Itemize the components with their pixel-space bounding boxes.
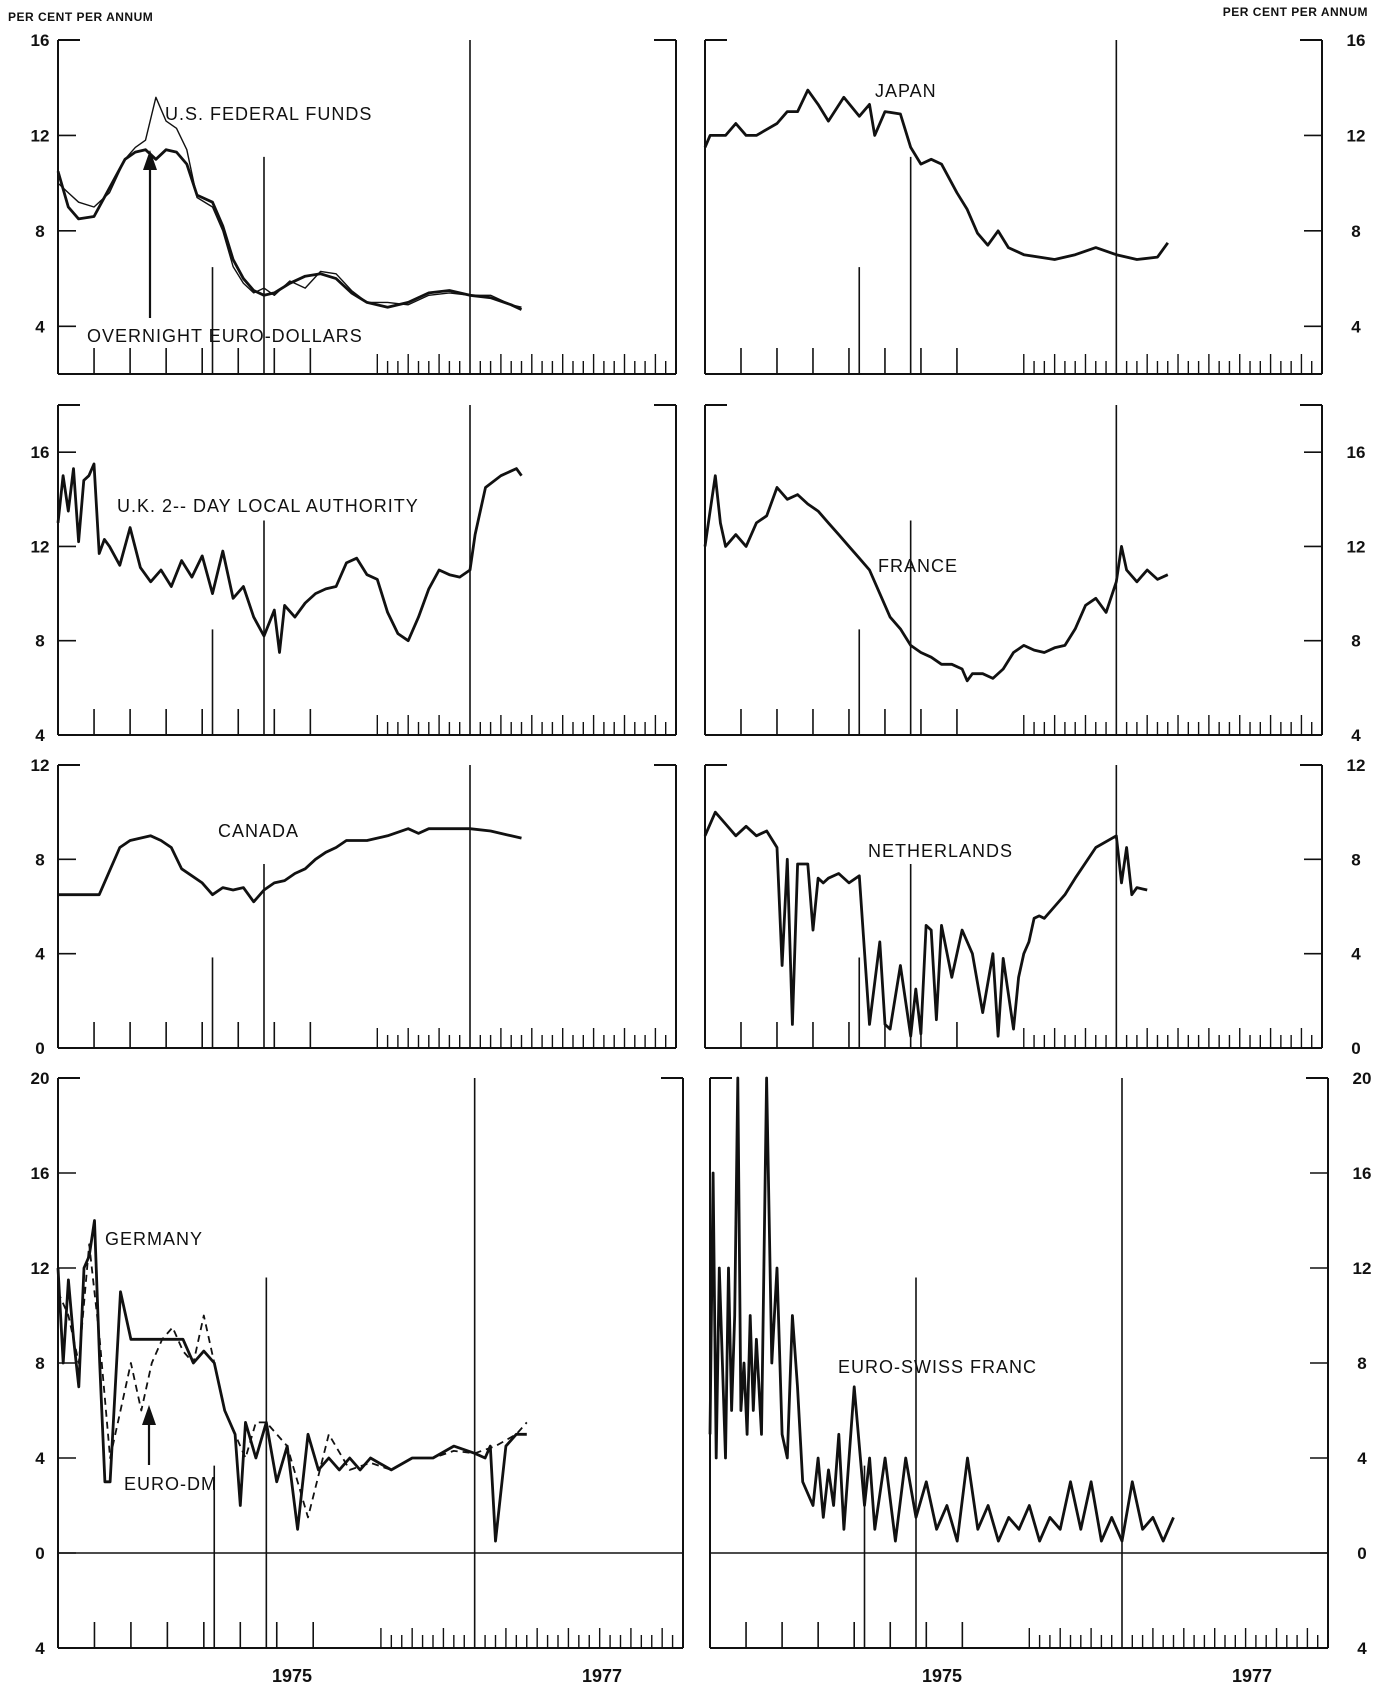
chart-title: NETHERLANDS [868, 841, 1013, 861]
series-line-0 [708, 1076, 1175, 1543]
series-line-0 [58, 827, 522, 904]
chart-panel-4: 0 4 8 12 CANADA [31, 756, 677, 1058]
annotation-arrowhead [143, 150, 157, 170]
y-tick-label: 8 [1351, 632, 1360, 651]
chart-panel-2: 4 8 12 16 U.K. 2-- DAY LOCAL AUTHORITY [31, 404, 677, 745]
y-tick-label: 16 [1347, 443, 1366, 462]
panels: 4 8 12 16 U.S. FEDERAL FUNDS OVERNIGHT EURO-D… [31, 31, 1372, 1658]
chart-title: CANADA [218, 821, 299, 841]
series-line-0 [703, 88, 1169, 261]
y-tick-label: 4 [35, 1449, 45, 1468]
y-tick-label: 4 [1351, 317, 1361, 336]
chart-panel-1: 4 8 12 16 JAPAN [703, 31, 1366, 375]
year-label-1975-right: 1975 [922, 1666, 962, 1686]
y-tick-label: 4 [1357, 1449, 1367, 1468]
y-tick-label: 16 [31, 31, 50, 50]
y-tick-label: 12 [31, 756, 50, 775]
y-tick-label: 0 [35, 1544, 44, 1563]
chart-panel-6: 20 16 12 8 4 0 4 GERMANY EURO-DM [31, 1069, 684, 1658]
chart-panel-3: 4 8 12 16 FRANCE [703, 404, 1366, 745]
series-line-1 [56, 148, 523, 311]
chart-panel-0: 4 8 12 16 U.S. FEDERAL FUNDS OVERNIGHT EURO-D… [31, 31, 677, 375]
chart-title: FRANCE [878, 556, 958, 576]
y-tick-label: 20 [1353, 1069, 1372, 1088]
y-tick-label: 0 [1351, 1039, 1360, 1058]
y-tick-label: 16 [1353, 1164, 1372, 1183]
year-label-1977-right: 1977 [1232, 1666, 1272, 1686]
series-line-0 [56, 462, 523, 654]
y-tick-label: 12 [31, 1259, 50, 1278]
y-tick-label: 8 [1351, 222, 1360, 241]
y-tick-label: 8 [35, 1354, 44, 1373]
chart-title: JAPAN [875, 81, 937, 101]
annotation-label: OVERNIGHT EURO-DOLLARS [87, 326, 363, 346]
y-tick-label: 16 [31, 1164, 50, 1183]
chart-title: GERMANY [105, 1229, 203, 1249]
y-tick-label: 4 [35, 1639, 45, 1658]
right-unit-label: PER CENT PER ANNUM [1223, 5, 1368, 19]
chart-title: U.K. 2-- DAY LOCAL AUTHORITY [117, 496, 419, 516]
chart-panel-7: 20 16 12 8 4 0 4 EURO-SWISS FRANC [708, 1069, 1372, 1658]
y-tick-label: 20 [31, 1069, 50, 1088]
series-line-0 [57, 96, 522, 308]
y-tick-label: 8 [35, 222, 44, 241]
series-line-1 [57, 1243, 528, 1519]
y-tick-label: 12 [1347, 756, 1366, 775]
y-tick-label: 8 [35, 632, 44, 651]
y-tick-label: 8 [35, 850, 44, 869]
series-line-0 [703, 810, 1148, 1038]
year-label-1975-left: 1975 [272, 1666, 312, 1686]
y-tick-label: 8 [1351, 850, 1360, 869]
y-tick-label: 16 [31, 443, 50, 462]
y-tick-label: 12 [31, 126, 50, 145]
y-tick-label: 0 [1357, 1544, 1366, 1563]
y-tick-label: 8 [1357, 1354, 1366, 1373]
y-tick-label: 12 [31, 537, 50, 556]
y-tick-label: 4 [1351, 945, 1361, 964]
annotation-arrowhead [142, 1405, 156, 1425]
y-tick-label: 4 [35, 945, 45, 964]
y-tick-label: 4 [35, 726, 45, 745]
annotation-label: EURO-DM [124, 1474, 217, 1494]
y-tick-label: 12 [1347, 126, 1366, 145]
y-tick-label: 12 [1353, 1259, 1372, 1278]
y-tick-label: 4 [1357, 1639, 1367, 1658]
chart-title: EURO-SWISS FRANC [838, 1357, 1037, 1377]
series-line-0 [703, 474, 1169, 683]
chart-title: U.S. FEDERAL FUNDS [165, 104, 372, 124]
year-label-1977-left: 1977 [582, 1666, 622, 1686]
left-unit-label: PER CENT PER ANNUM [8, 10, 153, 24]
y-tick-label: 0 [35, 1039, 44, 1058]
y-tick-label: 4 [35, 317, 45, 336]
y-tick-label: 16 [1347, 31, 1366, 50]
y-tick-label: 4 [1351, 726, 1361, 745]
y-tick-label: 12 [1347, 537, 1366, 556]
chart-panel-5: 0 4 8 12 NETHERLANDS [703, 756, 1366, 1058]
